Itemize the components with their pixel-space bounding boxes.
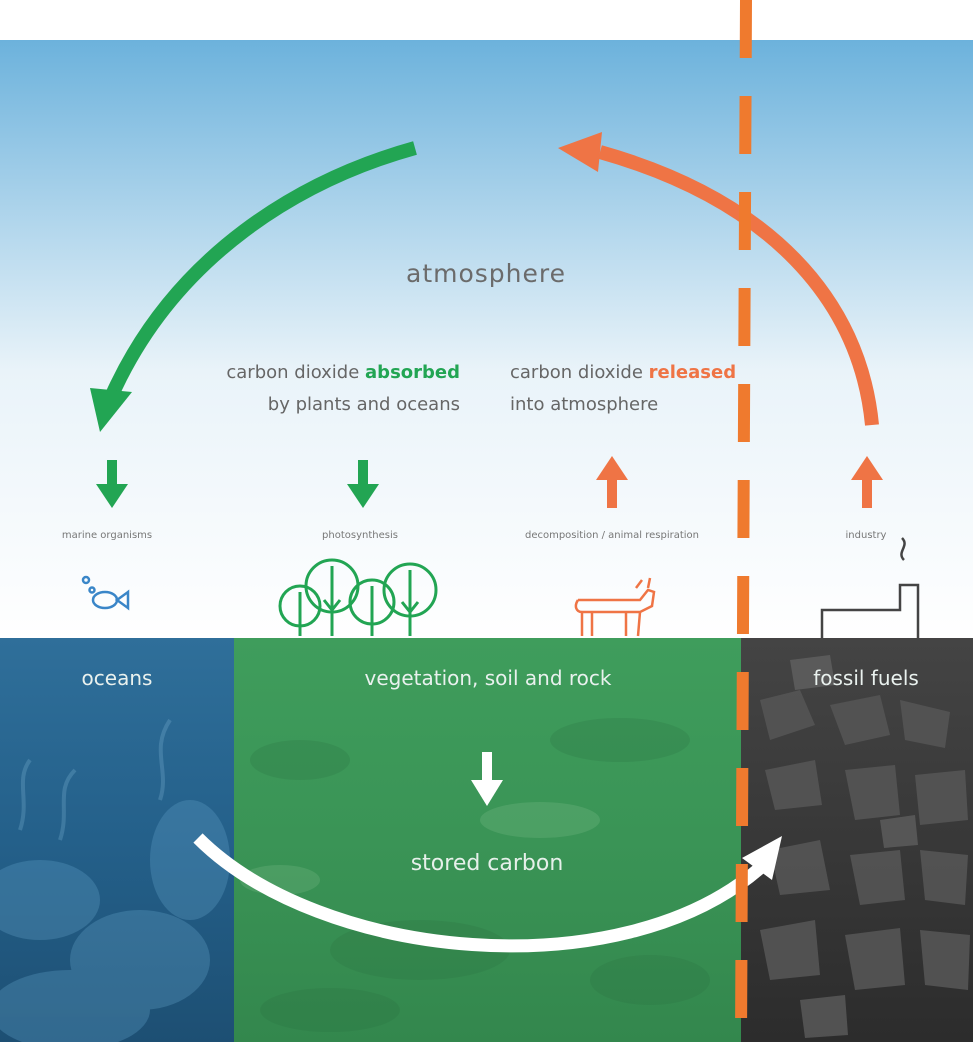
reservoir-vegetation: vegetation, soil and rock [365,666,612,690]
fish-icon [81,575,130,611]
reservoir-fossil-fuels: fossil fuels [813,666,919,690]
dashed-divider-line [735,0,752,1042]
stored-carbon-arc [193,833,765,953]
process-decomposition: decomposition / animal respiration [525,530,699,541]
cow-icon [574,577,656,637]
released-line1: carbon dioxide released [510,362,736,383]
process-industry: industry [846,530,887,541]
oceans-panel [0,638,234,1042]
trees-icon [278,558,438,636]
released-line2: into atmosphere [510,394,658,415]
process-marine: marine organisms [62,530,152,541]
fossil-fuels-panel [741,638,973,1042]
stored-carbon-label: stored carbon [411,851,564,876]
released-prefix: carbon dioxide [510,362,649,383]
absorb-arc-head-icon [90,388,132,432]
stored-down-arrow-icon [471,752,503,806]
absorbed-prefix: carbon dioxide [226,362,365,383]
factory-icon [820,537,920,638]
absorbed-line1: carbon dioxide absorbed [226,362,460,383]
released-highlight: released [649,362,736,383]
absorb-arc [105,141,417,398]
marine-down-arrow-icon [96,460,128,508]
photosynthesis-down-arrow-icon [347,460,379,508]
industry-up-arrow-icon [851,456,883,508]
process-photosynthesis: photosynthesis [322,530,398,541]
stored-carbon-arc-head-icon [742,836,782,880]
decomposition-up-arrow-icon [596,456,628,508]
absorbed-line2: by plants and oceans [268,394,460,415]
sky-background [0,40,973,640]
reservoir-oceans: oceans [82,666,153,690]
release-arc [598,145,879,426]
vegetation-panel [234,638,741,1042]
release-arc-head-icon [558,132,602,172]
absorbed-highlight: absorbed [365,362,460,383]
top-margin [0,0,973,40]
atmosphere-label: atmosphere [406,259,566,288]
